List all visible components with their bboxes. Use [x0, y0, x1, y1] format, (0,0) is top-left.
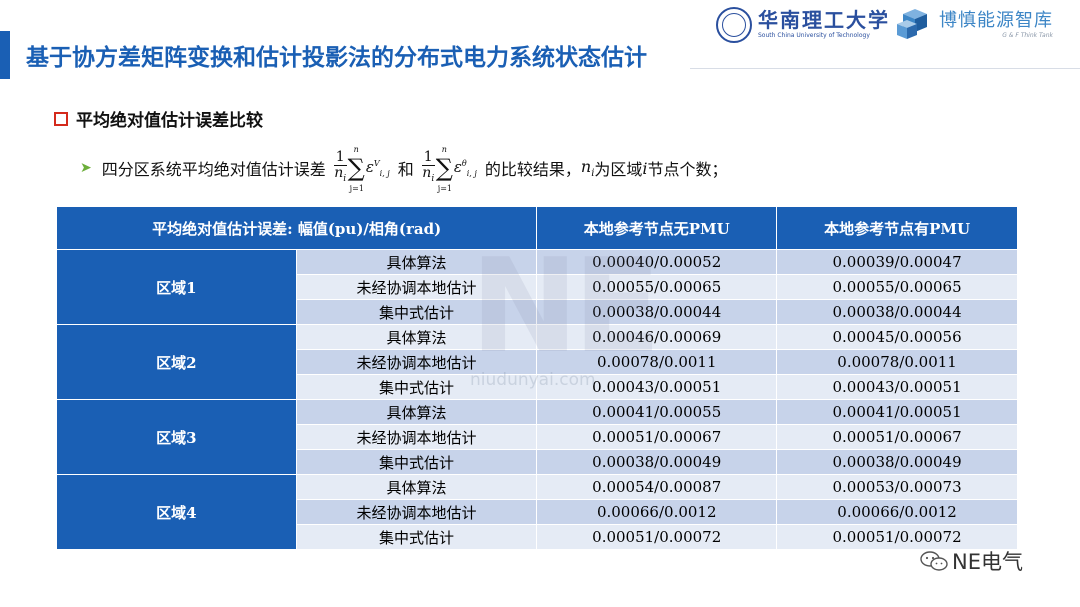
- with-pmu-cell: 0.00051/0.00067: [776, 424, 1018, 450]
- bullet-suffix-c: 节点个数；: [647, 160, 728, 179]
- with-pmu-cell: 0.00055/0.00065: [776, 274, 1018, 300]
- table-row: 集中式估计 0.00051/0.00072 0.00051/0.00072: [57, 524, 1018, 550]
- table-row: 集中式估计 0.00038/0.00044 0.00038/0.00044: [57, 299, 1018, 325]
- bullet-suffix-b: 为区域: [594, 160, 643, 179]
- bullet-prefix: 四分区系统平均绝对值估计误差: [101, 160, 326, 179]
- with-pmu-cell: 0.00051/0.00072: [776, 524, 1018, 550]
- university-name-en: South China University of Technology: [758, 32, 870, 39]
- no-pmu-cell: 0.00051/0.00067: [536, 424, 778, 450]
- think-tank-name: 博慎能源智库: [939, 10, 1053, 31]
- method-cell: 未经协调本地估计: [295, 499, 538, 525]
- with-pmu-cell: 0.00043/0.00051: [776, 374, 1018, 400]
- university-name: 华南理工大学: [758, 8, 890, 32]
- no-pmu-cell: 0.00051/0.00072: [536, 524, 778, 550]
- no-pmu-cell: 0.00066/0.0012: [536, 499, 778, 525]
- wechat-icon: [920, 551, 948, 571]
- with-pmu-cell: 0.00078/0.0011: [776, 349, 1018, 375]
- error-comparison-table: 平均绝对值估计误差: 幅值(pu)/相角(rad) 本地参考节点无PMU 本地参…: [55, 206, 1018, 550]
- arrow-bullet-icon: ➤: [80, 160, 92, 176]
- var-i: i: [642, 158, 648, 178]
- header-divider: [690, 68, 1080, 69]
- university-logo: 华南理工大学 South China University of Technol…: [716, 7, 890, 43]
- title-accent-bar: [0, 31, 10, 79]
- watermark-url: niudunyai.com: [470, 370, 596, 390]
- method-cell: 集中式估计: [295, 524, 538, 550]
- method-cell: 未经协调本地估计: [295, 349, 538, 375]
- no-pmu-cell: 0.00046/0.00069: [536, 324, 778, 350]
- table-row: 未经协调本地估计 0.00078/0.0011 0.00078/0.0011: [57, 349, 1018, 375]
- no-pmu-cell: 0.00078/0.0011: [536, 349, 778, 375]
- with-pmu-cell: 0.00038/0.00044: [776, 299, 1018, 325]
- no-pmu-cell: 0.00038/0.00044: [536, 299, 778, 325]
- header-metric: 平均绝对值估计误差: 幅值(pu)/相角(rad): [55, 206, 538, 250]
- method-cell: 具体算法: [295, 399, 538, 425]
- region-label: 区域1: [56, 249, 297, 325]
- table-row: 集中式估计 0.00038/0.00049 0.00038/0.00049: [57, 449, 1018, 475]
- table-row: 区域2 具体算法 0.00046/0.00069 0.00045/0.00056: [56, 324, 1018, 400]
- method-cell: 集中式估计: [295, 299, 538, 325]
- method-cell: 集中式估计: [295, 449, 538, 475]
- with-pmu-cell: 0.00041/0.00051: [776, 399, 1018, 425]
- table-row: 未经协调本地估计 0.00051/0.00067 0.00051/0.00067: [57, 424, 1018, 450]
- university-seal-icon: [716, 7, 752, 43]
- region-label: 区域4: [56, 474, 297, 550]
- bullet-connector: 和: [397, 160, 414, 179]
- no-pmu-cell: 0.00038/0.00049: [536, 449, 778, 475]
- no-pmu-cell: 0.00041/0.00055: [536, 399, 778, 425]
- bullet-suffix-a: 的比较结果，: [484, 160, 581, 179]
- slide-title: 基于协方差矩阵变换和估计投影法的分布式电力系统状态估计: [26, 45, 647, 71]
- table-header-row: 平均绝对值估计误差: 幅值(pu)/相角(rad) 本地参考节点无PMU 本地参…: [55, 206, 1018, 250]
- var-n: ni: [580, 156, 595, 180]
- method-cell: 具体算法: [295, 249, 538, 275]
- source-badge: NE电气: [920, 546, 1023, 576]
- header-with-pmu: 本地参考节点有PMU: [776, 206, 1018, 250]
- table-row: 未经协调本地估计 0.00055/0.00065 0.00055/0.00065: [57, 274, 1018, 300]
- with-pmu-cell: 0.00066/0.0012: [776, 499, 1018, 525]
- table-row: 区域4 具体算法 0.00054/0.00087 0.00053/0.00073: [56, 474, 1018, 550]
- with-pmu-cell: 0.00038/0.00049: [776, 449, 1018, 475]
- cube-logo-icon: [897, 9, 927, 39]
- formula-magnitude: 1 ni ∑ n j=1 εVi, j: [333, 144, 390, 193]
- method-cell: 未经协调本地估计: [295, 274, 538, 300]
- watermark: NE: [470, 230, 662, 382]
- no-pmu-cell: 0.00043/0.00051: [536, 374, 778, 400]
- bullet-item: ➤ 四分区系统平均绝对值估计误差 1 ni ∑ n j=1 εVi, j 和 1 ni …: [80, 144, 728, 193]
- think-tank-logo: 博慎能源智库 G & F Think Tank: [895, 8, 1053, 42]
- method-cell: 具体算法: [295, 324, 538, 350]
- method-cell: 集中式估计: [295, 374, 538, 400]
- section-title: 平均绝对值估计误差比较: [76, 111, 263, 131]
- no-pmu-cell: 0.00054/0.00087: [536, 474, 778, 500]
- no-pmu-cell: 0.00055/0.00065: [536, 274, 778, 300]
- think-tank-name-en: G & F Think Tank: [1002, 32, 1053, 39]
- region-label: 区域2: [56, 324, 297, 400]
- table-row: 区域3 具体算法 0.00041/0.00055 0.00041/0.00051: [56, 399, 1018, 475]
- formula-angle: 1 ni ∑ n j=1 εθi, j: [421, 144, 477, 193]
- region-label: 区域3: [56, 399, 297, 475]
- with-pmu-cell: 0.00045/0.00056: [776, 324, 1018, 350]
- with-pmu-cell: 0.00039/0.00047: [776, 249, 1018, 275]
- section-heading: 平均绝对值估计误差比较: [54, 106, 263, 131]
- table-row: 未经协调本地估计 0.00066/0.0012 0.00066/0.0012: [57, 499, 1018, 525]
- table-row: 区域1 具体算法 0.00040/0.00052 0.00039/0.00047: [56, 249, 1018, 325]
- badge-text: NE电气: [952, 550, 1023, 574]
- with-pmu-cell: 0.00053/0.00073: [776, 474, 1018, 500]
- method-cell: 具体算法: [295, 474, 538, 500]
- table-row: 集中式估计 0.00043/0.00051 0.00043/0.00051: [57, 374, 1018, 400]
- square-bullet-icon: [54, 111, 68, 126]
- no-pmu-cell: 0.00040/0.00052: [536, 249, 778, 275]
- method-cell: 未经协调本地估计: [295, 424, 538, 450]
